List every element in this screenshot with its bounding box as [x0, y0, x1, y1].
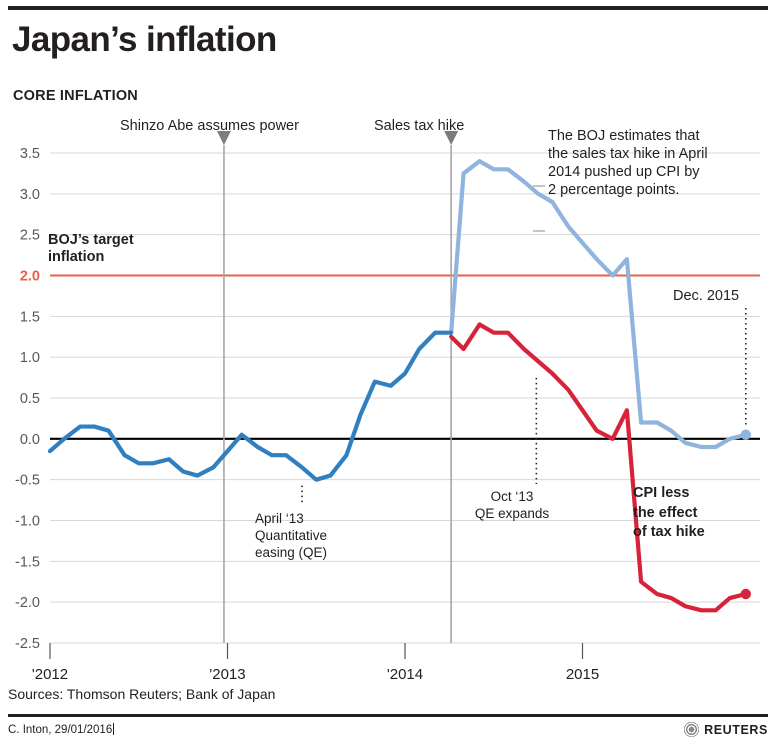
series-line — [449, 322, 748, 613]
x-axis-tick-label: '2013 — [209, 666, 245, 680]
x-axis-tick-label: '2012 — [32, 666, 68, 680]
series-line — [47, 330, 454, 482]
y-axis-tick-label: -1.0 — [15, 514, 40, 530]
cpi-less-line-1: CPI less — [633, 485, 690, 501]
sources-text: Sources: Thomson Reuters; Bank of Japan — [8, 686, 276, 702]
boj-note-line-4: 2 percentage points. — [548, 182, 680, 199]
cpi-less-line-2: the effect — [633, 504, 698, 521]
series-endpoint-dot — [740, 429, 751, 440]
oct13-line-1: Oct ‘13 — [490, 489, 534, 504]
annotation-abe: Shinzo Abe assumes power — [120, 118, 299, 134]
series-endpoint-dot — [740, 588, 751, 600]
y-axis-tick-label: 3.5 — [20, 146, 40, 162]
cpi-less-line-3: of tax hike — [633, 524, 705, 541]
chart-subtitle: CORE INFLATION — [13, 88, 138, 104]
reuters-brand: REUTERS — [684, 722, 768, 737]
boj-target-line-1: BOJ’s target — [48, 232, 134, 248]
y-axis-tick-label: -2.0 — [15, 595, 40, 611]
oct13-line-2: QE expands — [474, 505, 550, 521]
y-axis-tick-label: 0.0 — [20, 432, 40, 448]
boj-note-line-1: The BOJ estimates that — [548, 128, 700, 144]
credit-text: C. Inton, 29/01/2016 — [8, 723, 115, 736]
y-axis-tick-label: 2.5 — [20, 228, 40, 244]
y-axis-tick-label: 2.0 — [20, 269, 40, 285]
y-axis-tick-label: 1.0 — [20, 350, 40, 366]
y-axis-tick-label: 1.5 — [20, 309, 40, 325]
page-title: Japan’s inflation — [12, 20, 277, 59]
boj-target-line-2: inflation — [48, 249, 105, 266]
y-axis-tick-label: 3.0 — [20, 187, 40, 203]
y-axis-tick-label: -1.5 — [15, 554, 40, 570]
reuters-logo-icon — [684, 722, 700, 737]
top-rule — [8, 6, 768, 10]
april13-line-2: Quantitative — [255, 527, 328, 543]
text-caret — [113, 723, 115, 735]
x-axis-tick-label: '2014 — [387, 666, 423, 680]
credit-label: C. Inton, 29/01/2016 — [8, 724, 113, 736]
series-line — [449, 159, 748, 450]
annotation-dec-2015: Dec. 2015 — [673, 288, 740, 304]
april13-line-1: April ‘13 — [255, 511, 304, 526]
annotation-boj-note: The BOJ estimates that the sales tax hik… — [548, 127, 756, 200]
april13-line-3: easing (QE) — [255, 544, 328, 560]
reuters-wordmark: REUTERS — [704, 722, 768, 737]
y-axis-tick-label: 0.5 — [20, 391, 40, 407]
annotation-sales-tax-hike: Sales tax hike — [374, 118, 465, 134]
annotation-oct-13: Oct ‘13 QE expands — [466, 489, 558, 523]
event-marker-triangle-icon — [216, 131, 231, 145]
boj-note-line-2: the sales tax hike in April — [548, 146, 708, 163]
boj-note-line-3: 2014 pushed up CPI by — [548, 164, 700, 181]
inflation-line-chart: 3.5 3.0 2.5 2.0 1.5 1.0 0.5 0.0 -0.5 -1.0 -1.5 -2.0… — [15, 131, 760, 680]
bottom-rule — [8, 714, 768, 717]
y-axis-tick-label: -0.5 — [15, 473, 40, 489]
annotation-boj-target: BOJ’s target inflation — [48, 232, 134, 267]
annotation-april-13: April ‘13 Quantitative easing (QE) — [255, 511, 327, 562]
annotation-cpi-less-tax: CPI less the effect of tax hike — [633, 484, 705, 543]
y-axis-tick-label: -2.5 — [15, 636, 40, 652]
event-marker-triangle-icon — [444, 131, 459, 145]
x-axis-tick-label: 2015 — [566, 666, 599, 680]
